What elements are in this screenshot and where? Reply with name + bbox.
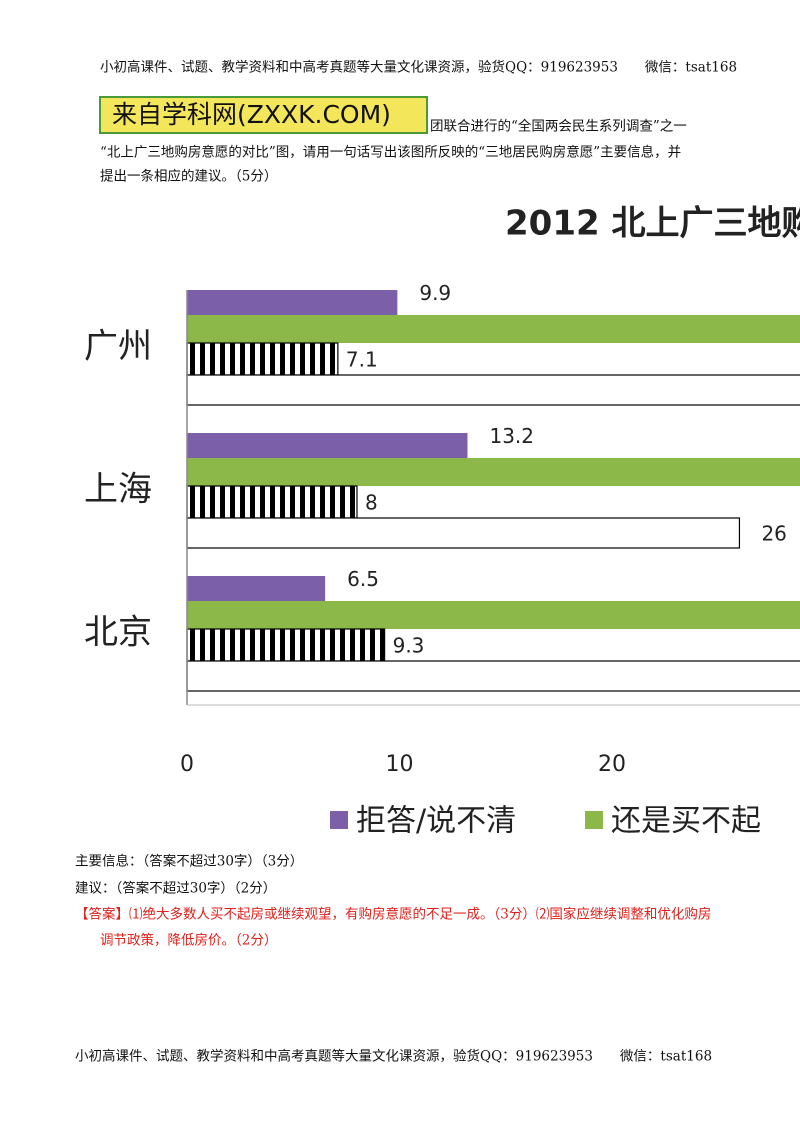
body-line: 建议：（答案不超过30字）（2分） [75, 880, 276, 897]
answer-line: 调节政策，降低房价。（2分） [100, 932, 277, 949]
page-header: 小初高课件、试题、教学资料和中高考真题等大量文化课资源，验货QQ：9196239… [100, 59, 737, 76]
bar [186, 342, 339, 376]
category-label: 广州 [84, 327, 152, 367]
question-line: 提出一条相应的建议。（5分） [100, 168, 277, 185]
page-footer: 小初高课件、试题、教学资料和中高考真题等大量文化课资源，验货QQ：9196239… [75, 1048, 712, 1065]
answer-line: 【答案】⑴绝大多数人买不起房或继续观望，有购房意愿的不足一成。（3分）⑵国家应继… [75, 906, 711, 923]
bar [187, 290, 398, 315]
legend-swatch [330, 811, 348, 829]
category-label: 上海 [84, 470, 152, 510]
data-label: 9.9 [419, 281, 451, 305]
data-label: 6.5 [347, 567, 379, 591]
bar [187, 315, 800, 343]
bar [187, 576, 326, 601]
data-label: 26 [761, 522, 786, 546]
bar [187, 433, 468, 458]
bar [187, 458, 800, 486]
bar [186, 517, 741, 549]
question-line: “北上广三地购房意愿的对比”图，请用一句话写出该图所反映的“三地居民购房意愿”主… [100, 144, 681, 161]
legend-label: 还是买不起 [611, 804, 761, 839]
logo-box [99, 96, 428, 134]
category-label: 北京 [84, 613, 152, 653]
chart: 2012 北上广三地购 01020广州9.9587.133上海13.252826… [84, 204, 800, 839]
data-label: 7.1 [346, 348, 378, 372]
data-label: 8 [365, 491, 378, 515]
bar [186, 660, 800, 692]
bar [186, 628, 386, 662]
x-tick-label: 20 [598, 752, 626, 777]
bar [187, 601, 800, 629]
data-label: 9.3 [393, 634, 425, 658]
body-line: 主要信息：（答案不超过30字）（3分） [75, 853, 303, 870]
bar [186, 374, 800, 406]
logo-text: 来自学科网(ZXXK.COM) [112, 100, 391, 129]
question-line: 团联合进行的“全国两会民生系列调查”之一 [430, 118, 687, 135]
x-tick-label: 0 [180, 752, 194, 777]
legend-label: 拒答/说不清 [356, 804, 516, 839]
bar [186, 485, 358, 519]
x-tick-label: 10 [385, 752, 413, 777]
data-label: 13.2 [489, 424, 534, 448]
legend-swatch [585, 811, 603, 829]
chart-title: 2012 北上广三地购 [505, 204, 800, 244]
